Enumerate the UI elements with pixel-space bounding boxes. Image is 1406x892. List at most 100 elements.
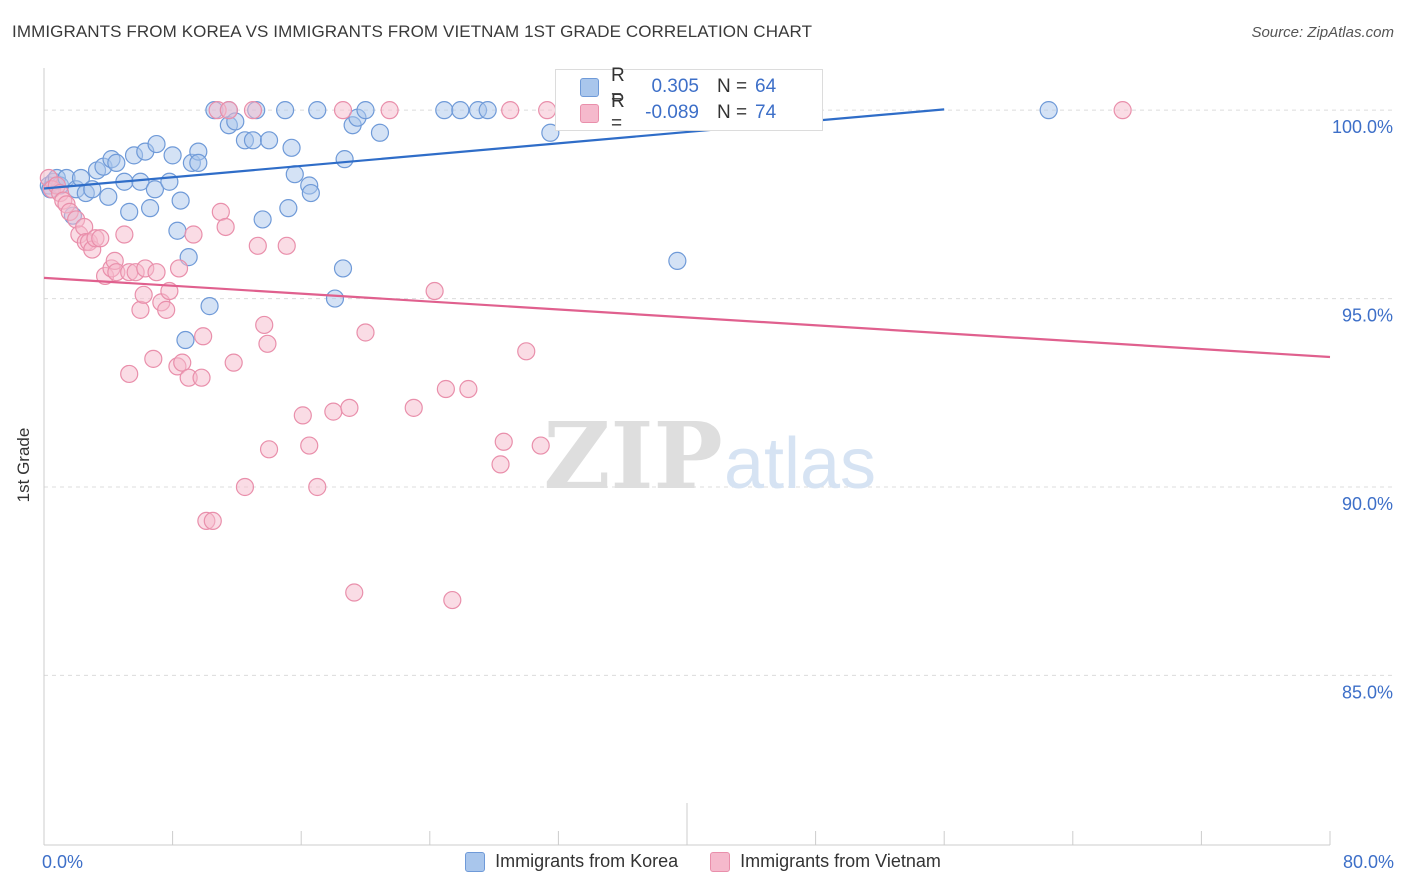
chart-title: IMMIGRANTS FROM KOREA VS IMMIGRANTS FROM…	[12, 22, 813, 41]
legend-item-vietnam: Immigrants from Vietnam	[710, 851, 941, 872]
vietnam-point	[501, 101, 520, 120]
vietnam-point	[192, 368, 211, 387]
korea-point	[279, 199, 298, 218]
vietnam-point	[235, 477, 255, 497]
vietnam-point	[243, 101, 263, 120]
korea-point	[163, 146, 182, 165]
stats-legend: R = 0.305 N = 64 R = -0.089 N = 74	[555, 65, 823, 134]
vietnam-point	[356, 323, 375, 342]
vietnam-point	[293, 406, 312, 425]
r-value: 0.305	[651, 76, 699, 97]
vietnam-point	[333, 101, 353, 120]
vietnam-point	[459, 379, 478, 399]
vietnam-point	[491, 455, 510, 474]
korea-swatch	[580, 77, 599, 97]
korea-point	[335, 150, 354, 169]
vietnam-point	[258, 334, 277, 353]
korea-point	[171, 191, 190, 210]
vietnam-point	[169, 259, 189, 278]
korea-point	[435, 101, 454, 120]
vietnam-point	[436, 379, 455, 399]
x-tick-max: 80.0%	[1342, 852, 1394, 872]
vietnam-point	[134, 285, 153, 304]
vietnam-point	[517, 342, 536, 361]
y-tick-label: 85.0%	[1342, 682, 1393, 702]
y-tick-label: 95.0%	[1342, 306, 1393, 326]
korea-point	[325, 289, 345, 308]
r-value: -0.089	[645, 102, 699, 123]
korea-point	[120, 202, 139, 221]
stats-legend-row-korea: R = 0.305 N = 64	[556, 65, 777, 108]
vietnam-swatch	[580, 103, 599, 123]
vietnam-point	[184, 225, 203, 244]
vietnam-point	[219, 101, 238, 120]
korea-point	[107, 153, 126, 173]
vietnam-point	[194, 327, 213, 346]
vietnam-point	[277, 236, 296, 255]
vietnam-point	[120, 364, 139, 384]
vietnam-point	[324, 402, 343, 421]
watermark-atlas: atlas	[724, 424, 876, 504]
korea-point	[147, 134, 166, 154]
korea-point	[356, 101, 375, 120]
korea-point	[168, 221, 187, 240]
vietnam-point	[224, 353, 243, 372]
watermark-zip: ZIP	[543, 402, 722, 510]
vietnam-point	[1113, 101, 1132, 120]
korea-point	[243, 131, 263, 150]
series-legend: Immigrants from Korea Immigrants from Vi…	[0, 851, 1406, 872]
vietnam-point	[173, 353, 192, 372]
stats-legend-row-vietnam: R = -0.089 N = 74	[556, 91, 777, 134]
vietnam-point	[147, 263, 166, 282]
vietnam-trend-line	[43, 276, 1331, 359]
korea-point	[370, 123, 390, 142]
korea-point	[451, 101, 470, 120]
y-tick-label: 90.0%	[1342, 494, 1393, 514]
n-value: 64	[755, 76, 777, 97]
vietnam-point	[216, 217, 235, 237]
korea-point	[160, 172, 179, 191]
vietnam-point	[203, 511, 222, 531]
korea-point	[1039, 101, 1058, 120]
vietnam-point	[425, 281, 444, 301]
vietnam-point	[255, 315, 274, 335]
n-label: N =	[717, 76, 748, 97]
korea-point	[333, 259, 353, 278]
vietnam-point	[494, 432, 513, 451]
korea-point	[253, 210, 272, 229]
vietnam-point	[115, 225, 134, 244]
vietnam-point	[308, 477, 327, 497]
vietnam-point	[300, 436, 319, 455]
vietnam-point	[211, 202, 230, 221]
vietnam-point	[345, 583, 364, 602]
korea-point	[145, 180, 165, 199]
korea-point	[189, 153, 208, 173]
korea-point	[668, 251, 687, 270]
korea-legend-swatch	[465, 851, 486, 872]
vietnam-point	[404, 398, 423, 417]
korea-point	[282, 138, 301, 157]
korea-point	[99, 187, 118, 206]
vietnam-point	[531, 436, 550, 455]
vietnam-point	[248, 236, 267, 255]
vietnam-point	[157, 300, 176, 319]
n-value: 74	[755, 102, 777, 123]
x-tick-min: 0.0%	[42, 852, 84, 872]
legend-label-korea: Immigrants from Korea	[495, 851, 679, 871]
legend-item-korea: Immigrants from Korea	[465, 851, 678, 872]
korea-point	[285, 165, 304, 184]
korea-point	[478, 101, 497, 120]
korea-point	[541, 123, 560, 142]
korea-point	[308, 101, 327, 120]
vietnam-point	[380, 101, 399, 120]
n-label: N =	[717, 102, 748, 123]
vietnam-point	[340, 398, 359, 417]
y-tick-label: 100.0%	[1332, 117, 1393, 137]
source-label: Source: ZipAtlas.com	[1251, 24, 1394, 41]
r-label: R =	[611, 65, 625, 108]
vietnam-point	[538, 101, 557, 120]
korea-point	[200, 297, 219, 316]
legend-label-vietnam: Immigrants from Vietnam	[740, 851, 941, 871]
vietnam-point	[131, 300, 150, 319]
